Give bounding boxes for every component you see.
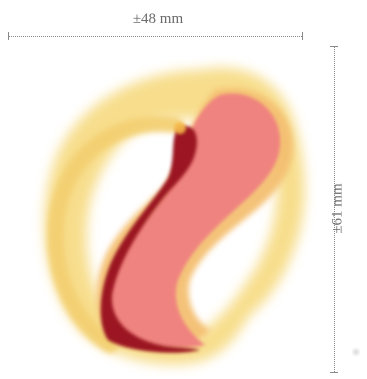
- halo-loop: [47, 116, 183, 353]
- pink-core-region: [106, 93, 281, 348]
- height-tick-top: [330, 46, 338, 47]
- tip-highlight: [174, 122, 186, 134]
- width-tick-right: [302, 32, 303, 40]
- edge-speck: [353, 349, 359, 355]
- height-tick-bottom: [330, 372, 338, 373]
- height-dimension-label: ±61 mm: [329, 183, 346, 234]
- height-dimension-line: [334, 46, 335, 372]
- dark-core-streak: [100, 126, 200, 353]
- width-tick-left: [8, 32, 9, 40]
- width-dimension-label: ±48 mm: [132, 11, 184, 27]
- width-dimension-line: [8, 36, 302, 37]
